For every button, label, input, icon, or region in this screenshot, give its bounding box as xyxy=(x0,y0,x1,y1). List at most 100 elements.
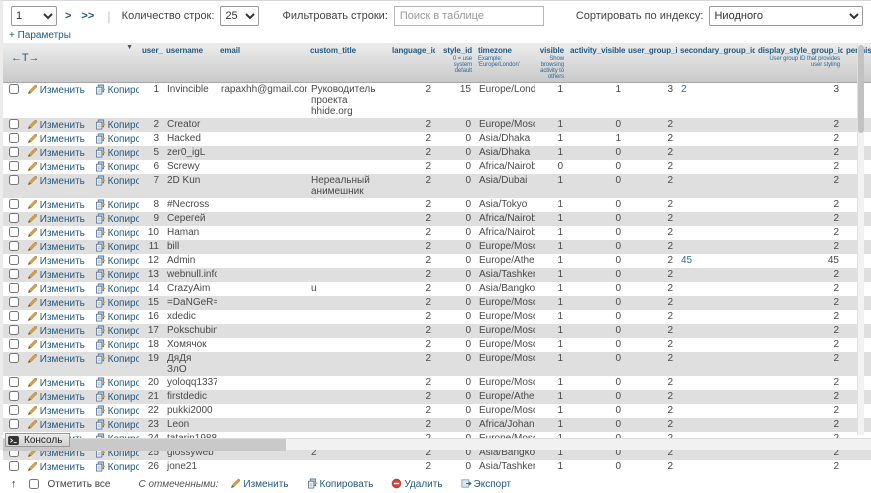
row-edit-link[interactable]: Изменить xyxy=(27,200,85,211)
row-edit-link[interactable]: Изменить xyxy=(27,392,85,403)
row-edit-link[interactable]: Изменить xyxy=(27,420,85,431)
row-checkbox[interactable] xyxy=(9,283,19,293)
sort-by-index-select[interactable]: Ниодного xyxy=(709,6,863,26)
row-checkbox[interactable] xyxy=(9,133,19,143)
row-checkbox[interactable] xyxy=(9,353,19,363)
row-checkbox[interactable] xyxy=(9,227,19,237)
options-toggle-link[interactable]: + Параметры xyxy=(9,30,71,41)
check-all-checkbox[interactable] xyxy=(28,479,39,489)
row-copy-link[interactable]: Копировать xyxy=(95,119,139,131)
row-edit-link[interactable]: Изменить xyxy=(27,134,85,145)
column-header-language-id[interactable]: language_id xyxy=(389,43,435,83)
row-edit-link[interactable]: Изменить xyxy=(27,162,85,173)
row-copy-link[interactable]: Копировать xyxy=(95,213,139,225)
row-edit-link[interactable]: Изменить xyxy=(27,284,85,295)
row-copy-link[interactable]: Копировать xyxy=(95,297,139,309)
row-checkbox[interactable] xyxy=(9,175,19,185)
row-edit-link[interactable]: Изменить xyxy=(27,242,85,253)
console-toggle-tab[interactable]: Консоль xyxy=(5,433,71,447)
column-header-user-group-id[interactable]: user_group_id xyxy=(625,43,677,83)
column-header-email[interactable]: email xyxy=(217,43,307,83)
last-page-link[interactable]: >> xyxy=(81,10,95,22)
row-checkbox[interactable] xyxy=(9,391,19,401)
row-checkbox[interactable] xyxy=(9,377,19,387)
row-checkbox[interactable] xyxy=(9,213,19,223)
row-checkbox[interactable] xyxy=(9,405,19,415)
row-edit-link[interactable]: Изменить xyxy=(27,378,85,389)
row-checkbox[interactable] xyxy=(9,419,19,429)
row-copy-link[interactable]: Копировать xyxy=(95,311,139,323)
row-edit-link[interactable]: Изменить xyxy=(27,85,85,96)
row-edit-link[interactable]: Изменить xyxy=(27,406,85,417)
scrollbar-thumb[interactable] xyxy=(858,45,864,133)
cell-username: ДяДя ЗлО xyxy=(167,353,192,375)
row-edit-link[interactable]: Изменить xyxy=(27,462,85,473)
selected-edit-button[interactable]: Изменить xyxy=(230,478,289,490)
column-header-display-style-group-id[interactable]: display_style_group_id User group ID that… xyxy=(755,43,843,83)
rows-count-select[interactable]: 25 xyxy=(220,6,259,26)
row-copy-link[interactable]: Копировать xyxy=(95,255,139,267)
row-checkbox[interactable] xyxy=(9,255,19,265)
row-copy-link[interactable]: Копировать xyxy=(95,377,139,389)
row-copy-link[interactable]: Копировать xyxy=(95,419,139,431)
row-copy-link[interactable]: Копировать xyxy=(95,241,139,253)
column-header-secondary-group-ids[interactable]: secondary_group_ids xyxy=(677,43,755,83)
row-checkbox[interactable] xyxy=(9,339,19,349)
row-copy-link[interactable]: Копировать xyxy=(95,353,139,365)
selected-copy-button[interactable]: Копировать xyxy=(307,478,373,490)
row-copy-link[interactable]: Копировать xyxy=(95,269,139,281)
row-edit-link[interactable]: Изменить xyxy=(27,326,85,337)
row-checkbox[interactable] xyxy=(9,269,19,279)
row-edit-link[interactable]: Изменить xyxy=(27,312,85,323)
row-copy-link[interactable]: Копировать xyxy=(95,84,139,96)
selected-delete-button[interactable]: Удалить xyxy=(391,478,443,490)
check-all-label[interactable]: Отметить все xyxy=(47,478,111,490)
row-checkbox[interactable] xyxy=(9,297,19,307)
row-copy-link[interactable]: Копировать xyxy=(95,283,139,295)
column-header-visible[interactable]: visible Show browsing activity to others xyxy=(535,43,567,83)
row-copy-link[interactable]: Копировать xyxy=(95,227,139,239)
row-checkbox[interactable] xyxy=(9,325,19,335)
row-copy-link[interactable]: Копировать xyxy=(95,391,139,403)
row-copy-link[interactable]: Копировать xyxy=(95,133,139,145)
row-copy-link[interactable]: Копировать xyxy=(95,175,139,187)
row-edit-link[interactable]: Изменить xyxy=(27,298,85,309)
row-edit-link[interactable]: Изменить xyxy=(27,340,85,351)
row-copy-link[interactable]: Копировать xyxy=(95,405,139,417)
row-edit-link[interactable]: Изменить xyxy=(27,148,85,159)
row-edit-link[interactable]: Изменить xyxy=(27,354,85,365)
row-checkbox[interactable] xyxy=(9,161,19,171)
row-checkbox[interactable] xyxy=(9,461,19,471)
row-edit-link[interactable]: Изменить xyxy=(27,270,85,281)
row-copy-link[interactable]: Копировать xyxy=(95,461,139,473)
page-select[interactable]: 1 xyxy=(11,6,57,26)
next-page-link[interactable]: > xyxy=(64,10,72,22)
column-header-username[interactable]: username xyxy=(163,43,217,83)
row-checkbox[interactable] xyxy=(9,311,19,321)
row-copy-link[interactable]: Копировать xyxy=(95,339,139,351)
column-header-timezone[interactable]: timezone Example: 'Europe/London' xyxy=(475,43,535,83)
row-copy-link[interactable]: Копировать xyxy=(95,147,139,159)
filter-rows-input[interactable] xyxy=(393,6,544,26)
column-header-activity-visible[interactable]: activity_visible xyxy=(567,43,625,83)
column-header-style-id[interactable]: style_id 0 = use system default xyxy=(435,43,475,83)
selected-export-button[interactable]: Экспорт xyxy=(461,478,511,490)
row-edit-link[interactable]: Изменить xyxy=(27,120,85,131)
column-header-actions[interactable]: ▼ ←T→ xyxy=(3,43,139,83)
row-checkbox[interactable] xyxy=(9,199,19,209)
row-edit-link[interactable]: Изменить xyxy=(27,256,85,267)
vertical-scrollbar[interactable] xyxy=(857,43,864,435)
column-header-user-id[interactable]: user_id xyxy=(139,43,163,83)
header-options-caret-icon[interactable]: ▼ xyxy=(126,44,133,51)
row-copy-link[interactable]: Копировать xyxy=(95,161,139,173)
row-checkbox[interactable] xyxy=(9,119,19,129)
row-copy-link[interactable]: Копировать xyxy=(95,325,139,337)
column-header-custom-title[interactable]: custom_title xyxy=(307,43,389,83)
row-copy-link[interactable]: Копировать xyxy=(95,199,139,211)
row-edit-link[interactable]: Изменить xyxy=(27,214,85,225)
row-checkbox[interactable] xyxy=(9,241,19,251)
row-checkbox[interactable] xyxy=(9,147,19,157)
row-edit-link[interactable]: Изменить xyxy=(27,228,85,239)
row-checkbox[interactable] xyxy=(9,84,19,94)
row-edit-link[interactable]: Изменить xyxy=(27,176,85,187)
